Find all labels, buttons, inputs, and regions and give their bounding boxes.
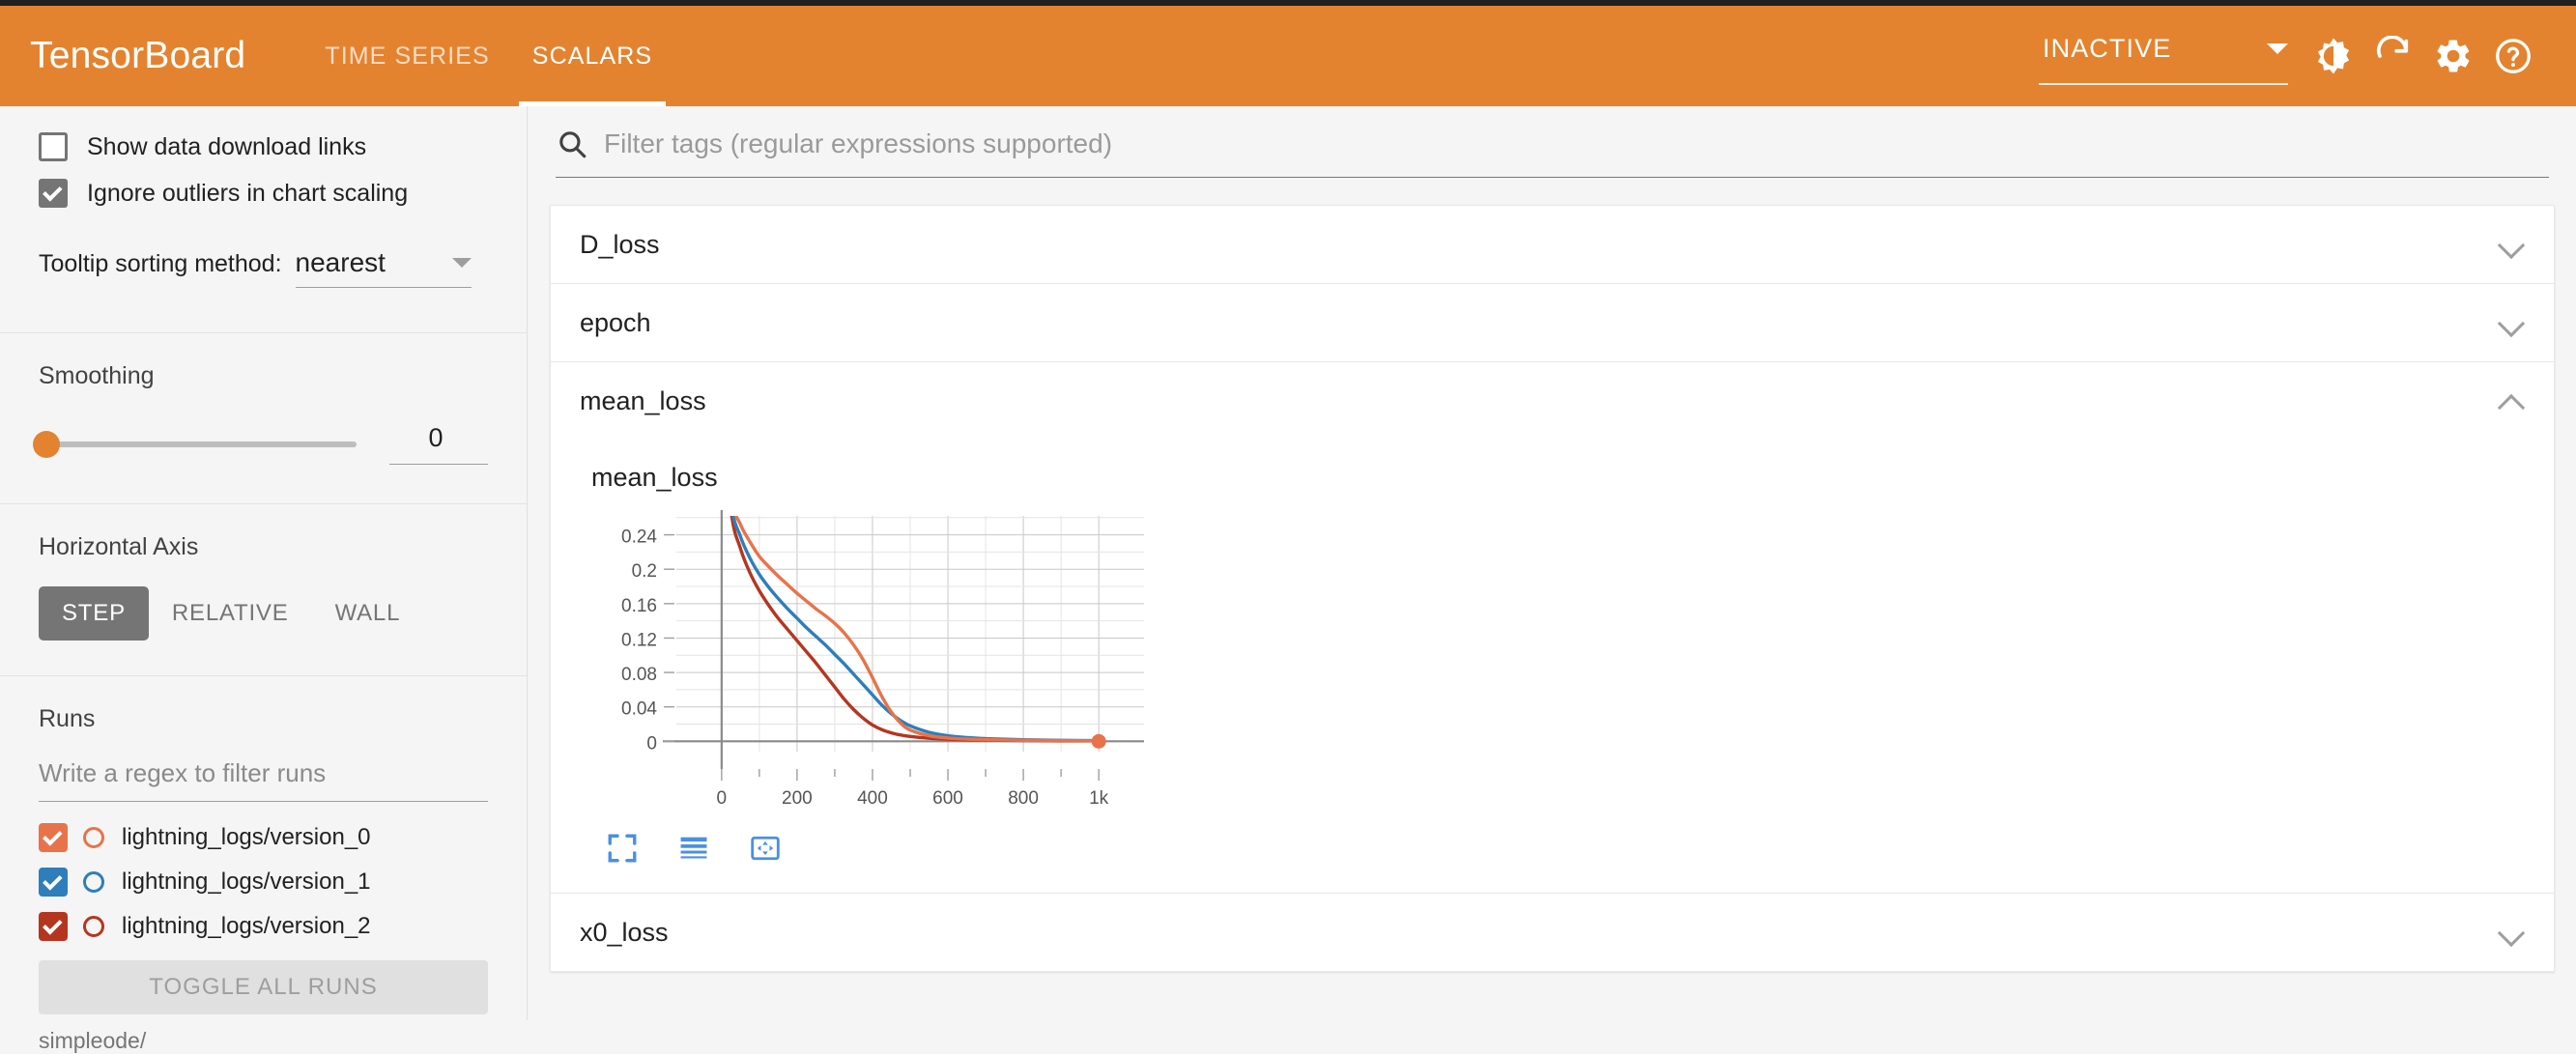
tag-card-x0-loss: x0_loss	[550, 893, 2555, 972]
checkbox-show-data-download-links[interactable]: Show data download links	[39, 124, 488, 170]
refresh-icon[interactable]	[2363, 26, 2423, 86]
tag-title: epoch	[580, 307, 651, 337]
tab-time-series[interactable]: TIME SERIES	[325, 42, 490, 70]
chevron-up-icon[interactable]	[2500, 388, 2525, 413]
horizontal-axis-title: Horizontal Axis	[39, 533, 199, 560]
smoothing-title: Smoothing	[39, 362, 155, 389]
checkbox-unchecked-icon[interactable]	[39, 132, 68, 161]
tooltip-sorting-value: nearest	[295, 247, 386, 277]
svg-text:600: 600	[932, 788, 963, 809]
run-color-indicator	[83, 871, 104, 893]
tag-filter-input[interactable]: Filter tags (regular expressions support…	[556, 128, 2549, 178]
run-item-version-1[interactable]: lightning_logs/version_1	[39, 860, 488, 904]
divider	[0, 503, 527, 504]
nav-tabs: TIME SERIES SCALARS	[303, 6, 673, 106]
tag-card-header[interactable]: mean_loss	[551, 362, 2554, 440]
tag-card-epoch: epoch	[550, 283, 2555, 361]
horizontal-axis-options: STEP RELATIVE WALL	[39, 586, 488, 641]
divider	[0, 675, 527, 676]
run-label: lightning_logs/version_1	[122, 869, 371, 895]
tag-title: x0_loss	[580, 917, 669, 947]
svg-text:200: 200	[782, 788, 813, 809]
chevron-down-icon	[451, 258, 472, 268]
smoothing-slider[interactable]	[33, 430, 357, 458]
svg-text:400: 400	[857, 788, 888, 809]
settings-gear-icon[interactable]	[2423, 26, 2483, 86]
axis-option-wall[interactable]: WALL	[334, 600, 401, 626]
fullscreen-icon[interactable]	[603, 829, 642, 868]
tag-card-d-loss: D_loss	[550, 205, 2555, 283]
run-color-indicator	[83, 827, 104, 848]
tag-card-header[interactable]: epoch	[551, 284, 2554, 361]
smoothing-slider-thumb[interactable]	[33, 430, 60, 458]
svg-text:0.24: 0.24	[621, 527, 657, 548]
svg-text:0.08: 0.08	[621, 665, 657, 685]
tag-filter-placeholder: Filter tags (regular expressions support…	[604, 128, 1113, 158]
checkbox-checked-icon[interactable]	[39, 179, 68, 208]
chart-toolbar	[603, 829, 1158, 868]
svg-text:0.12: 0.12	[621, 630, 657, 650]
svg-text:1k: 1k	[1089, 788, 1109, 809]
mean-loss-line-chart[interactable]: 0 0.04 0.08 0.12 0.16 0.2 0.24 0 200 400 600 800 1k	[578, 502, 1158, 821]
tooltip-sorting-row: Tooltip sorting method: nearest	[39, 247, 488, 294]
help-circle-icon[interactable]	[2483, 26, 2543, 86]
svg-text:800: 800	[1008, 788, 1039, 809]
search-icon	[559, 131, 587, 158]
checkbox-ignore-outliers[interactable]: Ignore outliers in chart scaling	[39, 170, 488, 216]
run-status-selector[interactable]: INACTIVE	[2039, 33, 2288, 85]
app-header: TensorBoard TIME SERIES SCALARS INACTIVE	[0, 0, 2576, 106]
main-panel: Filter tags (regular expressions support…	[529, 106, 2576, 1020]
tag-card-header[interactable]: x0_loss	[551, 894, 2554, 971]
app-title: TensorBoard	[30, 35, 246, 76]
caret-down-icon[interactable]	[2267, 43, 2288, 54]
run-label: lightning_logs/version_0	[122, 824, 371, 850]
tag-title: mean_loss	[580, 385, 706, 415]
toggle-all-runs-button[interactable]: TOGGLE ALL RUNS	[39, 960, 488, 1014]
svg-text:0: 0	[717, 788, 728, 809]
axis-option-relative[interactable]: RELATIVE	[171, 600, 289, 626]
run-item-version-0[interactable]: lightning_logs/version_0	[39, 815, 488, 860]
chart-card: mean_loss 0 0.04 0.08 0.12 0.16 0.2 0.24 0 200 40…	[578, 463, 1158, 868]
tag-card-mean-loss: mean_loss mean_loss 0 0.04 0.08 0.12 0.16 0.2…	[550, 361, 2555, 893]
runs-filter-input[interactable]: Write a regex to filter runs	[39, 758, 488, 802]
run-item-version-2[interactable]: lightning_logs/version_2	[39, 904, 488, 949]
runs-filter-placeholder: Write a regex to filter runs	[39, 758, 327, 787]
smoothing-row: 0	[33, 423, 488, 465]
tab-scalars[interactable]: SCALARS	[511, 6, 673, 106]
tag-card-body: mean_loss 0 0.04 0.08 0.12 0.16 0.2 0.24 0 200 40…	[551, 440, 2554, 893]
data-table-icon[interactable]	[674, 829, 713, 868]
svg-text:0.16: 0.16	[621, 596, 657, 616]
sidebar: Show data download links Ignore outliers…	[0, 106, 528, 1053]
svg-text:0: 0	[646, 733, 657, 754]
header-actions: INACTIVE	[2039, 26, 2543, 86]
tooltip-sorting-select[interactable]: nearest	[295, 247, 472, 288]
svg-text:0.04: 0.04	[621, 699, 657, 720]
runs-footer-path: simpleode/	[39, 1028, 147, 1053]
divider	[0, 332, 527, 333]
brightness-icon[interactable]	[2304, 26, 2363, 86]
tag-title: D_loss	[580, 229, 660, 259]
tag-card-header[interactable]: D_loss	[551, 206, 2554, 283]
run-color-indicator	[83, 916, 104, 937]
run-checkbox[interactable]	[39, 868, 68, 897]
chevron-down-icon[interactable]	[2500, 310, 2525, 335]
tooltip-sorting-label: Tooltip sorting method:	[39, 250, 282, 277]
runs-title: Runs	[39, 705, 96, 732]
svg-text:0.2: 0.2	[632, 561, 657, 582]
chevron-down-icon[interactable]	[2500, 232, 2525, 257]
checkbox-label: Ignore outliers in chart scaling	[87, 179, 409, 207]
chart-title: mean_loss	[591, 463, 718, 492]
axis-option-step[interactable]: STEP	[39, 586, 149, 641]
chevron-down-icon[interactable]	[2500, 920, 2525, 945]
smoothing-value-input[interactable]: 0	[384, 423, 488, 465]
run-status-label: INACTIVE	[2043, 33, 2172, 63]
run-checkbox[interactable]	[39, 823, 68, 852]
fit-domain-icon[interactable]	[746, 829, 785, 868]
run-label: lightning_logs/version_2	[122, 913, 371, 939]
run-checkbox[interactable]	[39, 912, 68, 941]
checkbox-label: Show data download links	[87, 132, 367, 160]
